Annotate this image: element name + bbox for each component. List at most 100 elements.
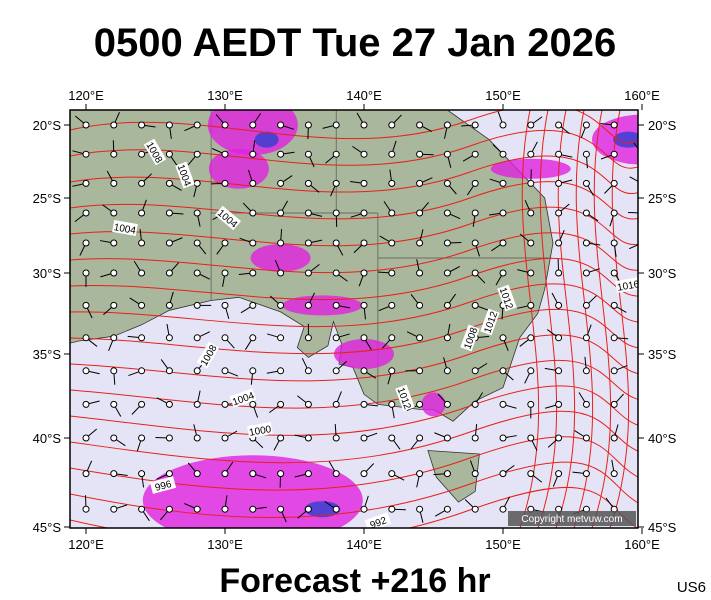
lon-label: 150°E <box>485 88 521 103</box>
wind-station <box>471 434 479 442</box>
isobar-label-group: 1000 <box>247 422 273 439</box>
wind-station <box>388 301 396 309</box>
wind-station <box>193 470 201 478</box>
wind-station <box>527 470 535 478</box>
wind-station <box>193 269 201 277</box>
wind-station <box>82 179 90 187</box>
map-title: 0500 AEDT Tue 27 Jan 2026 <box>94 21 617 65</box>
wind-station <box>304 269 312 277</box>
wind-station <box>582 179 590 187</box>
wind-station <box>110 505 118 513</box>
wind-station <box>304 239 312 247</box>
isobar-label-group: 992 <box>364 512 392 528</box>
wind-station <box>165 470 173 478</box>
wind-station <box>639 335 645 341</box>
wind-station <box>360 400 368 408</box>
wind-station <box>527 367 535 375</box>
lat-label: 20°S <box>33 118 62 133</box>
wind-station <box>443 334 451 342</box>
wind-station <box>443 239 451 247</box>
wind-station <box>110 334 118 342</box>
wind-station <box>360 150 368 158</box>
wind-station <box>249 239 257 247</box>
wind-station <box>193 209 201 217</box>
wind-station <box>138 209 146 217</box>
wind-station <box>443 150 451 158</box>
wind-station <box>165 505 173 513</box>
lon-label: 150°E <box>485 537 521 552</box>
wind-station <box>360 239 368 247</box>
wind-station <box>499 434 507 442</box>
wind-station <box>221 150 229 158</box>
wind-station <box>610 470 618 478</box>
isobar <box>70 334 638 382</box>
wind-station <box>388 334 396 342</box>
wind-station <box>416 269 424 277</box>
wind-station <box>555 121 563 129</box>
wind-station <box>360 334 368 342</box>
wind-station <box>471 239 479 247</box>
wind-station <box>388 150 396 158</box>
isobar-label-bg <box>480 308 500 336</box>
wind-station <box>416 334 424 342</box>
model-code: US6 <box>677 579 706 596</box>
wind-station <box>221 239 229 247</box>
wind-station <box>416 150 424 158</box>
wind-station <box>443 269 451 277</box>
wind-station <box>639 302 645 308</box>
lat-label: 45°S <box>33 520 62 535</box>
isobar-label-bg <box>364 512 392 528</box>
wind-station <box>138 434 146 442</box>
lat-label: 30°S <box>33 266 62 281</box>
wind-station <box>193 434 201 442</box>
isobar <box>70 359 638 409</box>
wind-station <box>416 121 424 129</box>
wind-station <box>499 209 507 217</box>
wind-station <box>221 505 229 513</box>
wind-station <box>471 121 479 129</box>
wind-station <box>610 179 618 187</box>
wind-barb <box>642 467 655 473</box>
wind-station <box>82 121 90 129</box>
wind-station <box>471 400 479 408</box>
isobar-label-bg <box>460 324 480 352</box>
wind-station <box>639 471 645 477</box>
wind-station <box>332 179 340 187</box>
wind-station <box>249 150 257 158</box>
wind-barb <box>642 338 645 352</box>
wind-station <box>82 301 90 309</box>
wind-station <box>332 121 340 129</box>
wind-barb <box>629 244 638 250</box>
wind-station <box>193 239 201 247</box>
wind-station <box>277 209 285 217</box>
wind-station <box>582 121 590 129</box>
isobar-label-bg <box>112 220 138 236</box>
wind-station <box>110 150 118 158</box>
wind-station <box>582 400 590 408</box>
wind-station <box>221 301 229 309</box>
wind-station <box>332 505 340 513</box>
lat-label: 35°S <box>648 347 677 362</box>
isobar <box>591 110 612 528</box>
wind-station <box>582 269 590 277</box>
wind-station <box>416 179 424 187</box>
isobar-label-bg <box>395 384 415 412</box>
wind-station <box>471 269 479 277</box>
isobar <box>573 110 594 528</box>
wind-station <box>82 269 90 277</box>
wind-station <box>110 269 118 277</box>
wind-station <box>499 121 507 129</box>
wind-station <box>193 179 201 187</box>
wind-station <box>388 400 396 408</box>
wind-station <box>499 150 507 158</box>
wind-station <box>610 121 618 129</box>
wind-station <box>527 209 535 217</box>
isobar <box>70 410 638 464</box>
wind-station <box>249 334 257 342</box>
precipitation-heavy <box>254 131 279 148</box>
wind-station <box>555 301 563 309</box>
wind-station <box>304 150 312 158</box>
isobar-label-bg <box>615 277 638 293</box>
wind-station <box>610 334 618 342</box>
wind-station <box>639 240 645 246</box>
